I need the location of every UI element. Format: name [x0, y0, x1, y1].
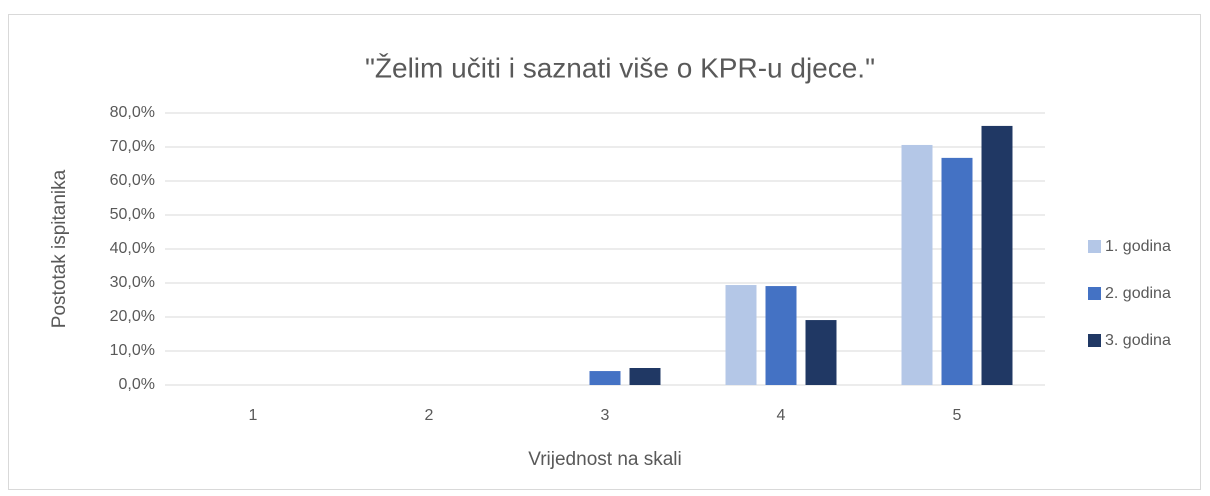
x-tick-label: 4 — [777, 407, 786, 424]
y-axis-label: Postotak ispitanika — [49, 169, 70, 328]
bar — [589, 371, 621, 385]
y-tick-label: 40,0% — [110, 240, 155, 257]
bar — [765, 286, 797, 385]
bar — [725, 285, 757, 385]
x-tick-label: 2 — [425, 407, 434, 424]
x-tick-label: 5 — [953, 407, 962, 424]
x-tick-label: 3 — [601, 407, 610, 424]
legend-swatch — [1088, 334, 1101, 347]
legend-swatch — [1088, 287, 1101, 300]
y-tick-label: 20,0% — [110, 308, 155, 325]
y-tick-label: 70,0% — [110, 138, 155, 155]
bar — [629, 368, 661, 385]
y-tick-label: 60,0% — [110, 172, 155, 189]
y-tick-label: 50,0% — [110, 206, 155, 223]
x-tick-label: 1 — [249, 407, 258, 424]
legend-label: 3. godina — [1105, 332, 1171, 349]
chart-title: "Želim učiti i saznati više o KPR-u djec… — [365, 52, 875, 83]
bar — [901, 144, 933, 385]
bar — [941, 157, 973, 385]
legend-label: 2. godina — [1105, 285, 1171, 302]
y-tick-label: 30,0% — [110, 274, 155, 291]
legend-label: 1. godina — [1105, 238, 1171, 255]
y-tick-label: 80,0% — [110, 104, 155, 121]
y-tick-label: 10,0% — [110, 342, 155, 359]
legend-swatch — [1088, 240, 1101, 253]
y-tick-label: 0,0% — [119, 376, 155, 393]
bar — [805, 320, 837, 385]
x-axis-label: Vrijednost na skali — [528, 449, 681, 470]
bar — [981, 125, 1013, 386]
